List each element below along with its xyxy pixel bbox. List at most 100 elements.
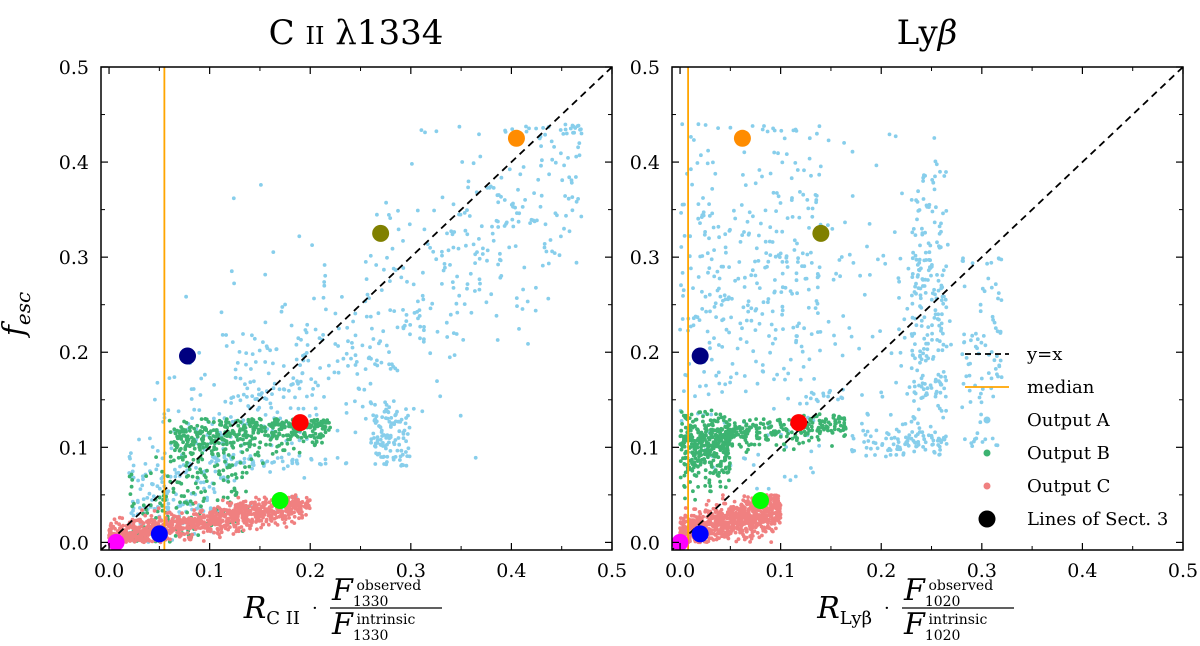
- scatter-point: [884, 436, 888, 441]
- scatter-point: [706, 148, 710, 153]
- scatter-point: [721, 493, 725, 497]
- scatter-point: [807, 438, 811, 443]
- scatter-point: [354, 360, 359, 364]
- scatter-point: [173, 534, 178, 538]
- scatter-point: [214, 511, 219, 515]
- scatter-point: [802, 326, 806, 331]
- scatter-point: [471, 242, 476, 247]
- scatter-point: [141, 529, 146, 534]
- scatter-point: [261, 461, 265, 466]
- scatter-point: [786, 396, 790, 401]
- scatter-point: [375, 358, 379, 363]
- scatter-point: [228, 440, 233, 445]
- scatter-point: [218, 515, 222, 520]
- scatter-point: [935, 338, 940, 342]
- scatter-point: [287, 504, 292, 509]
- scatter-point: [713, 301, 718, 306]
- scatter-point: [369, 401, 374, 406]
- scatter-point: [703, 475, 708, 480]
- scatter-point: [763, 433, 768, 438]
- scatter-point: [309, 424, 313, 429]
- scatter-point: [775, 372, 779, 377]
- scatter-point: [335, 456, 340, 460]
- scatter-point: [743, 433, 748, 437]
- scatter-point: [691, 489, 695, 494]
- scatter-point: [708, 346, 712, 351]
- scatter-point: [905, 442, 910, 446]
- scatter-point: [328, 425, 332, 430]
- scatter-point: [766, 300, 770, 305]
- scatter-point: [917, 426, 922, 430]
- scatter-point: [744, 318, 749, 323]
- scatter-point: [757, 233, 761, 238]
- scatter-point: [688, 324, 693, 329]
- scatter-point: [203, 417, 208, 421]
- scatter-point: [690, 182, 694, 187]
- scatter-point: [926, 241, 931, 246]
- scatter-point: [289, 383, 294, 387]
- scatter-point: [231, 455, 236, 460]
- scatter-point: [461, 338, 466, 342]
- scatter-point: [567, 229, 572, 234]
- scatter-point: [238, 461, 243, 465]
- scatter-point: [209, 440, 214, 445]
- scatter-point: [840, 353, 845, 358]
- scatter-point: [705, 329, 710, 334]
- scatter-point: [922, 437, 927, 442]
- scatter-point: [995, 329, 1000, 334]
- scatter-point: [683, 425, 688, 430]
- scatter-point: [120, 516, 125, 521]
- scatter-point: [299, 337, 303, 342]
- scatter-point: [770, 510, 774, 515]
- scatter-point: [301, 406, 306, 411]
- scatter-point: [300, 510, 304, 514]
- scatter-point: [826, 428, 830, 433]
- scatter-point: [150, 522, 155, 526]
- scatter-point: [970, 333, 975, 338]
- scatter-point: [271, 386, 276, 391]
- scatter-point: [760, 363, 765, 367]
- scatter-point: [748, 514, 753, 518]
- scatter-point: [179, 437, 184, 441]
- scatter-point: [731, 507, 736, 512]
- scatter-point: [708, 484, 713, 489]
- scatter-point: [544, 249, 549, 254]
- scatter-point: [130, 538, 135, 542]
- scatter-point: [375, 212, 379, 217]
- scatter-point: [996, 374, 1000, 379]
- scatter-point: [570, 208, 575, 213]
- svg-text:RLyβ: RLyβ: [816, 591, 872, 629]
- scatter-point: [523, 198, 527, 202]
- scatter-point: [405, 432, 410, 436]
- scatter-point: [408, 332, 412, 337]
- scatter-point: [574, 199, 579, 204]
- scatter-point: [241, 392, 246, 397]
- scatter-point: [723, 382, 728, 387]
- scatter-point: [179, 518, 184, 523]
- scatter-point: [199, 504, 203, 509]
- scatter-point: [745, 219, 750, 224]
- scatter-point: [224, 344, 229, 348]
- scatter-point: [451, 245, 456, 250]
- scatter-point: [772, 430, 777, 434]
- scatter-point: [281, 364, 286, 368]
- scatter-point: [574, 154, 579, 159]
- scatter-point: [744, 529, 749, 534]
- scatter-point: [169, 440, 174, 445]
- scatter-point: [876, 257, 880, 262]
- scatter-point: [418, 336, 422, 341]
- scatter-point: [253, 436, 257, 441]
- scatter-point: [235, 435, 239, 439]
- scatter-point: [706, 509, 711, 514]
- scatter-point: [297, 516, 301, 521]
- scatter-point: [571, 124, 576, 129]
- scatter-point: [254, 495, 258, 500]
- scatter-point: [726, 522, 730, 527]
- scatter-point: [222, 455, 227, 460]
- scatter-point: [755, 436, 759, 441]
- scatter-point: [178, 521, 183, 526]
- scatter-point: [773, 336, 778, 341]
- scatter-point: [763, 208, 768, 213]
- scatter-point: [473, 455, 478, 460]
- scatter-point: [683, 373, 688, 377]
